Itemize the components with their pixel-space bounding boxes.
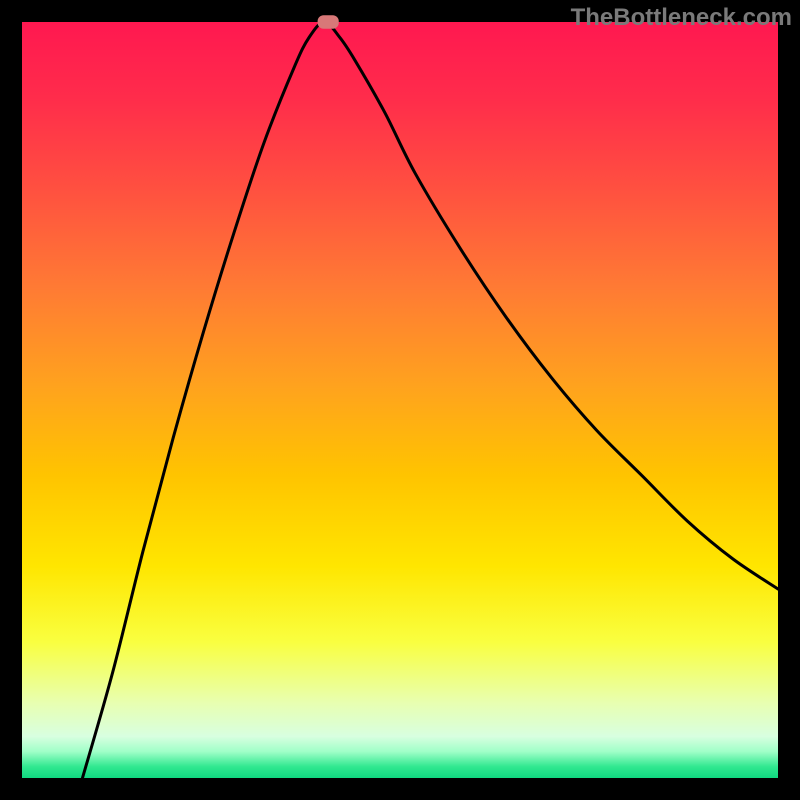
bottleneck-chart (0, 0, 800, 800)
optimal-point-marker (318, 15, 339, 29)
chart-container: TheBottleneck.com (0, 0, 800, 800)
plot-area-background (22, 22, 778, 778)
watermark-text: TheBottleneck.com (571, 4, 792, 32)
